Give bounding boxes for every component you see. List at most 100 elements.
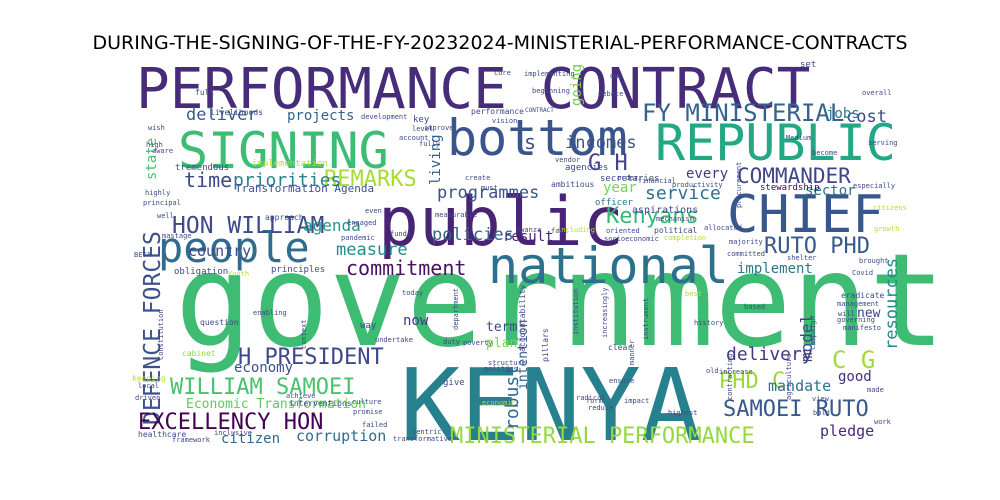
word-economy: economy — [234, 360, 293, 376]
word-made: made — [867, 386, 884, 394]
word-priorities: priorities — [233, 170, 341, 191]
chart-title: DURING-THE-SIGNING-OF-THE-FY-20232024-MI… — [92, 32, 908, 54]
word-framework: framework — [172, 436, 211, 444]
word-beta: BETA — [134, 251, 152, 259]
word-account: account — [399, 134, 429, 142]
word-now: now — [403, 313, 429, 329]
word-obligation: obligation — [174, 267, 228, 277]
word-today: today — [402, 289, 423, 297]
word-vendor: vendor — [555, 156, 580, 164]
word-constitution: Constitution — [157, 309, 165, 360]
word-culture: culture — [352, 398, 382, 406]
word-driven: driven — [135, 394, 160, 402]
word-measure: measure — [336, 240, 408, 260]
word-sector: sector — [805, 183, 856, 199]
word-including: including — [557, 226, 595, 234]
word-overall: overall — [862, 89, 892, 97]
word-socioeconomic: socioeconomic — [604, 235, 659, 243]
word-policies: policies — [432, 225, 514, 245]
word-service: service — [645, 183, 721, 204]
word-beginning: beginning — [532, 87, 570, 95]
word-year: year — [603, 180, 637, 196]
word-state: state — [144, 138, 160, 180]
word-government: government — [175, 227, 946, 376]
word-department: department — [452, 288, 460, 330]
word-key: key — [413, 115, 430, 125]
word-economic-transformation: Economic Transformation — [186, 397, 366, 412]
word-instrument: instrument — [642, 298, 650, 340]
word-performance: performance — [471, 107, 524, 116]
word-aspirations: aspirations — [632, 205, 698, 216]
word-projects: projects — [287, 108, 354, 124]
word-bottom: bottom — [447, 109, 628, 167]
word-citizen: citizen — [221, 431, 280, 447]
word-way: way — [360, 321, 377, 331]
word-term: term — [486, 320, 517, 335]
word-become: become — [812, 149, 837, 157]
word-create: create — [465, 174, 490, 182]
word-pledge: pledge — [820, 422, 874, 440]
word-keeping: keeping — [132, 374, 166, 383]
word-commander: COMMANDER — [737, 164, 851, 188]
word-robust: robust — [502, 365, 523, 430]
word-committed: committed — [727, 250, 765, 258]
word-approach: approach — [265, 213, 304, 222]
word-order: order — [617, 174, 638, 182]
word-increasingly: increasingly — [601, 287, 609, 338]
word-centric: centric — [412, 428, 442, 436]
word-achieve: achieve — [286, 392, 316, 400]
word-resources: resources — [882, 258, 902, 350]
word-impact: impact — [624, 397, 649, 405]
word-plan: plan — [486, 336, 517, 351]
word-principal: principal — [143, 199, 181, 207]
word-politics: politics — [484, 365, 518, 373]
word-william-samoei: WILLIAM SAMOEI — [170, 375, 355, 400]
word-agencies: agencies — [565, 163, 608, 173]
cloud-background — [125, 62, 900, 450]
word-aware: aware — [152, 147, 173, 155]
word-improve: improve — [424, 124, 454, 132]
word-delivery: delivery — [726, 344, 813, 365]
word-mechanism: mechanism — [656, 215, 694, 223]
word-political: political — [654, 226, 698, 235]
word-even: even — [365, 207, 382, 215]
word-republic: REPUBLIC — [655, 114, 896, 172]
word-contract: CONTRACT — [525, 107, 554, 114]
word-youth: Youth — [228, 270, 249, 278]
word-core: core — [494, 69, 511, 77]
word-financial: financial — [638, 177, 676, 185]
word-phd-c: PHD C — [719, 369, 785, 394]
word-campaign: campaign — [809, 316, 817, 350]
word-performance-contract: PERFORMANCE CONTRACT — [136, 57, 810, 122]
word-failed: failed — [362, 421, 387, 429]
word-covid: Covid — [852, 269, 873, 277]
word-wish: wish — [148, 124, 165, 132]
word-deliver: deliver — [186, 105, 258, 125]
word-g-h: G H — [588, 151, 628, 176]
word-allocated: allocated — [704, 224, 742, 232]
word-living: living — [428, 134, 444, 185]
word-healthcare: healthcare — [138, 430, 186, 439]
word-vision: vision — [492, 117, 517, 125]
word-due: due — [610, 72, 623, 80]
word-level: level — [412, 125, 433, 133]
word-engaged: engaged — [347, 219, 377, 227]
word-cost: cost — [846, 107, 887, 127]
word-citizens: citizens — [873, 204, 907, 212]
word-increase: increase — [719, 368, 753, 376]
word-remarks: REMARKS — [324, 167, 417, 192]
word-institution: institution — [572, 289, 580, 335]
word-secretaries: secretaries — [600, 174, 660, 184]
word-principles: principles — [271, 265, 325, 275]
word-kenya: KENYA — [400, 347, 701, 464]
word-full: full — [195, 88, 214, 97]
word-manner: manner — [628, 340, 636, 365]
word-kwanza: Kwanza — [516, 226, 541, 234]
word-s: s — [524, 130, 536, 154]
word-corruption: corruption — [296, 427, 386, 445]
word-fully: fully — [419, 140, 440, 148]
word-duty: duty — [443, 338, 460, 346]
word-transformative: transformative — [393, 435, 452, 443]
